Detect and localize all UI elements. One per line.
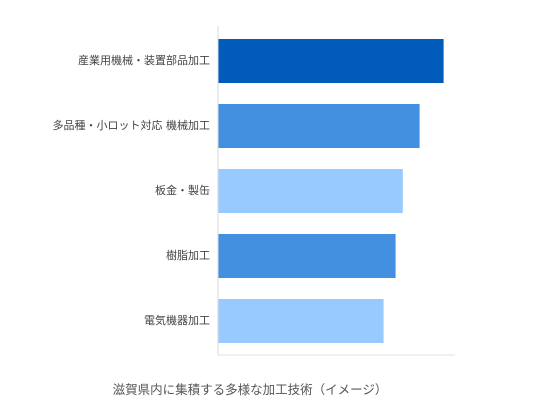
category-label-1: 産業用機械・装置部品加工 [78,53,210,67]
bar-3 [218,169,403,213]
bar-5 [218,299,384,343]
category-label-3: 板金・製缶 [155,183,210,197]
category-label-5: 電気機器加工 [144,313,210,327]
chart-caption: 滋賀県内に集積する多様な加工技術（イメージ） [113,382,388,397]
bar-2 [218,104,420,148]
bar-4 [218,234,396,278]
bar-1 [218,39,444,83]
category-label-4: 樹脂加工 [166,248,210,262]
bars-group [218,39,444,343]
category-label-2: 多品種・小ロット対応 機械加工 [53,118,211,132]
